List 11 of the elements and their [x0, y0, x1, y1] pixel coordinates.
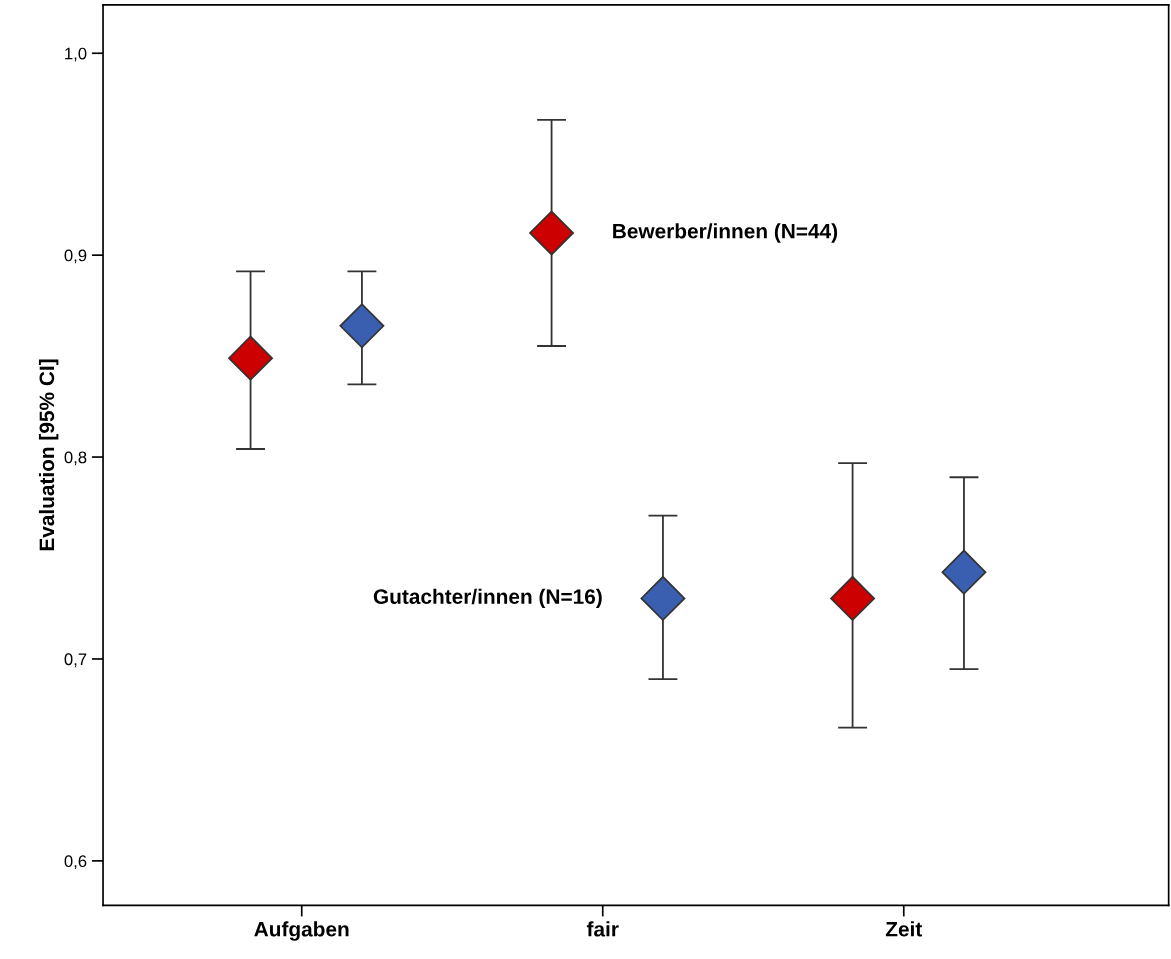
- x-tick-label: Aufgaben: [254, 921, 349, 941]
- y-tick-label: 0,8: [64, 451, 87, 466]
- x-tick-label: fair: [586, 921, 619, 937]
- y-tick-label: 0,9: [64, 249, 87, 264]
- y-tick-label: 0,6: [64, 855, 87, 870]
- series-label: Gutachter/innen (N=16): [373, 588, 602, 609]
- y-tick-label: 0,7: [64, 653, 87, 668]
- y-tick-label: 1,0: [65, 47, 87, 62]
- x-tick-label: Zeit: [885, 921, 923, 937]
- series-label: Bewerber/innen (N=44): [613, 223, 838, 243]
- y-axis-title: Evaluation [95% CI]: [38, 359, 59, 551]
